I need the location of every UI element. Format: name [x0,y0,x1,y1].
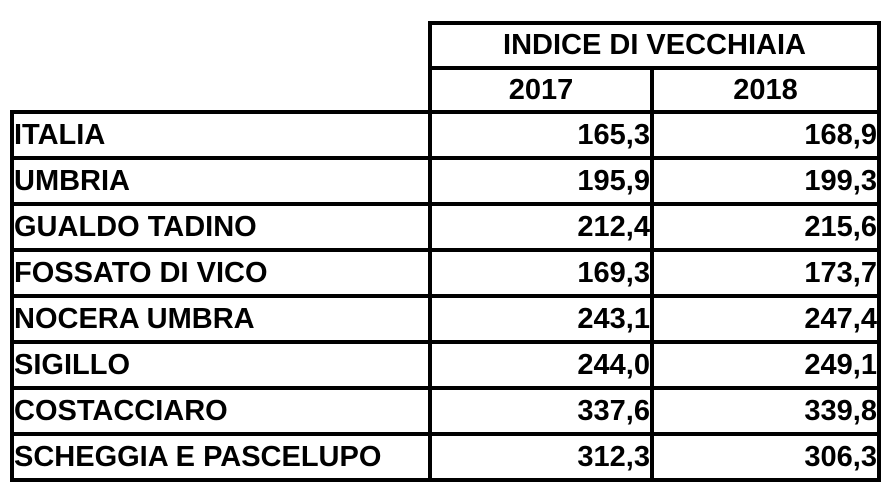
value-2017: 165,3 [428,110,654,160]
value-2018: 168,9 [650,110,881,160]
value-2018: 173,7 [650,248,881,298]
table-row-umbria: UMBRIA 195,9 199,3 [10,156,881,206]
value-2018: 215,6 [650,202,881,252]
indice-di-vecchiaia-table: INDICE DI VECCHIAIA 2017 2018 ITALIA 165… [10,21,881,482]
row-label: UMBRIA [10,156,432,206]
table-row-scheggia-e-pascelupo: SCHEGGIA E PASCELUPO 312,3 306,3 [10,432,881,482]
value-2017: 244,0 [428,340,654,390]
table-row-gualdo-tadino: GUALDO TADINO 212,4 215,6 [10,202,881,252]
table-row-fossato-di-vico: FOSSATO DI VICO 169,3 173,7 [10,248,881,298]
value-2018: 247,4 [650,294,881,344]
year-header-row: 2017 2018 [12,66,881,114]
row-label: COSTACCIARO [10,386,432,436]
value-2017: 312,3 [428,432,654,482]
title-row: INDICE DI VECCHIAIA [12,21,881,70]
row-label: SIGILLO [10,340,432,390]
row-label: GUALDO TADINO [10,202,432,252]
value-2018: 306,3 [650,432,881,482]
value-2017: 212,4 [428,202,654,252]
table-row-italia: ITALIA 165,3 168,9 [10,110,881,160]
value-2018: 199,3 [650,156,881,206]
value-2017: 195,9 [428,156,654,206]
table-row-costacciaro: COSTACCIARO 337,6 339,8 [10,386,881,436]
empty-corner-cell [12,23,430,68]
column-header-2018: 2018 [650,66,881,114]
value-2017: 243,1 [428,294,654,344]
value-2017: 337,6 [428,386,654,436]
row-label: FOSSATO DI VICO [10,248,432,298]
value-2018: 249,1 [650,340,881,390]
row-label: SCHEGGIA E PASCELUPO [10,432,432,482]
column-header-2017: 2017 [428,66,654,114]
table-row-nocera-umbra: NOCERA UMBRA 243,1 247,4 [10,294,881,344]
row-label: NOCERA UMBRA [10,294,432,344]
empty-corner-cell [12,68,430,112]
table-title: INDICE DI VECCHIAIA [428,21,881,70]
table-row-sigillo: SIGILLO 244,0 249,1 [10,340,881,390]
value-2017: 169,3 [428,248,654,298]
value-2018: 339,8 [650,386,881,436]
row-label: ITALIA [10,110,432,160]
